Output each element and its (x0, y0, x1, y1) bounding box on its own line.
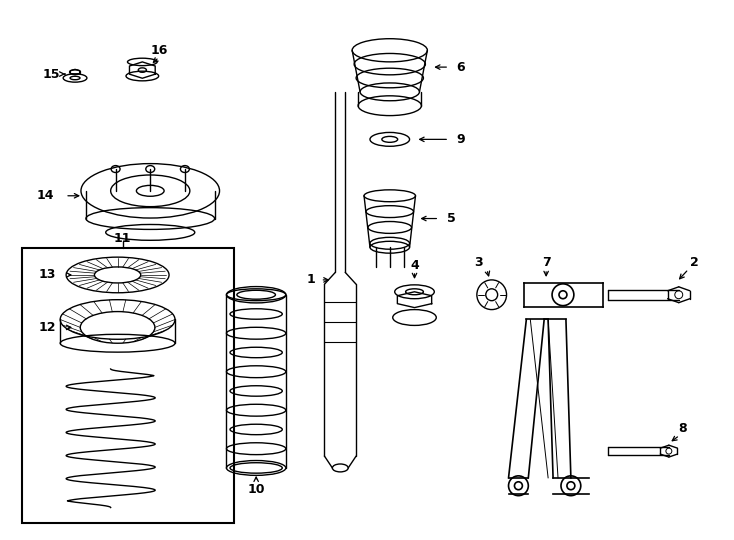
Text: 3: 3 (474, 255, 483, 268)
Text: 12: 12 (39, 321, 56, 334)
Bar (21, 248, 234, 523)
Text: 6: 6 (457, 60, 465, 73)
Text: 5: 5 (447, 212, 456, 225)
Text: 1: 1 (306, 273, 315, 286)
Text: 7: 7 (542, 255, 550, 268)
Text: 14: 14 (37, 190, 54, 202)
Text: 9: 9 (457, 133, 465, 146)
Text: 10: 10 (247, 483, 265, 496)
Text: 16: 16 (150, 44, 168, 57)
Text: 15: 15 (43, 68, 60, 80)
Text: 13: 13 (39, 268, 56, 281)
Text: 11: 11 (114, 232, 131, 245)
Text: 2: 2 (690, 255, 699, 268)
Text: 4: 4 (410, 259, 419, 272)
Text: 8: 8 (678, 422, 687, 435)
